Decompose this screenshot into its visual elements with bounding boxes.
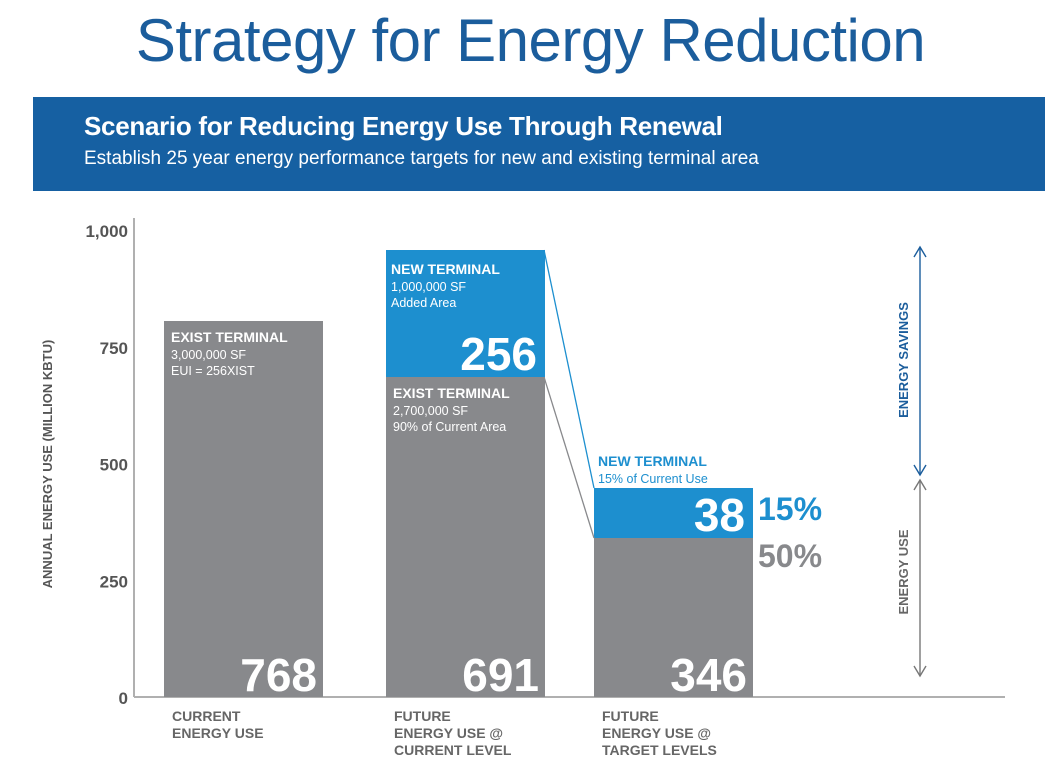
segment-label-line: 3,000,000 SF (171, 348, 246, 362)
data-label-new: 38 (694, 489, 745, 541)
arrow-down-icon (913, 665, 927, 678)
y-axis-title: ANNUAL ENERGY USE (MILLION KBTU) (40, 340, 55, 589)
x-category-label: TARGET LEVELS (602, 742, 717, 758)
connector-line-existing (543, 376, 595, 539)
banner-subheading: Establish 25 year energy performance tar… (84, 148, 759, 169)
segment-label-heading: NEW TERMINAL (391, 261, 500, 277)
bar-new-terminal (594, 488, 753, 538)
y-tick-label: 0 (119, 689, 128, 708)
segment-label-line: 2,700,000 SF (393, 404, 468, 418)
segment-label-heading: NEW TERMINAL (598, 453, 707, 469)
x-category-label: FUTURE (394, 708, 451, 724)
data-label-existing: 691 (462, 649, 539, 701)
arrow-up-icon (913, 245, 927, 258)
segment-label-line: 15% of Current Use (598, 472, 708, 486)
energy-savings-label: ENERGY SAVINGS (896, 302, 911, 418)
x-category-label: ENERGY USE (172, 725, 264, 741)
segment-label-heading: EXIST TERMINAL (171, 329, 288, 345)
x-category-label: CURRENT (172, 708, 241, 724)
banner-heading: Scenario for Reducing Energy Use Through… (84, 111, 723, 141)
x-category-label: CURRENT LEVEL (394, 742, 512, 758)
percent-new-label: 15% (758, 491, 822, 527)
bar-existing-terminal (594, 538, 753, 697)
segment-label-line: EUI = 256XIST (171, 364, 255, 378)
arrow-up-icon (913, 478, 927, 491)
x-category-label: ENERGY USE @ (602, 725, 711, 741)
arrow-down-icon (913, 464, 927, 477)
y-tick-label: 250 (100, 572, 128, 591)
y-tick-label: 750 (100, 339, 128, 358)
data-label-existing: 768 (240, 649, 317, 701)
y-tick-label: 1,000 (85, 222, 128, 241)
segment-label-line: Added Area (391, 296, 456, 310)
connector-line-new (543, 249, 595, 489)
x-category-label: FUTURE (602, 708, 659, 724)
data-label-new: 256 (460, 328, 537, 380)
percent-existing-label: 50% (758, 538, 822, 574)
segment-label-heading: EXIST TERMINAL (393, 385, 510, 401)
data-label-existing: 346 (670, 649, 747, 701)
bar-existing-terminal (386, 377, 545, 697)
y-tick-label: 500 (100, 456, 128, 475)
x-category-label: ENERGY USE @ (394, 725, 503, 741)
segment-label-line: 1,000,000 SF (391, 280, 466, 294)
energy-use-label: ENERGY USE (896, 529, 911, 614)
segment-label-line: 90% of Current Area (393, 420, 506, 434)
bar-new-terminal (386, 250, 545, 377)
page-title: Strategy for Energy Reduction (135, 7, 926, 74)
bar-existing-terminal (164, 321, 323, 697)
banner: Scenario for Reducing Energy Use Through… (33, 97, 1045, 191)
